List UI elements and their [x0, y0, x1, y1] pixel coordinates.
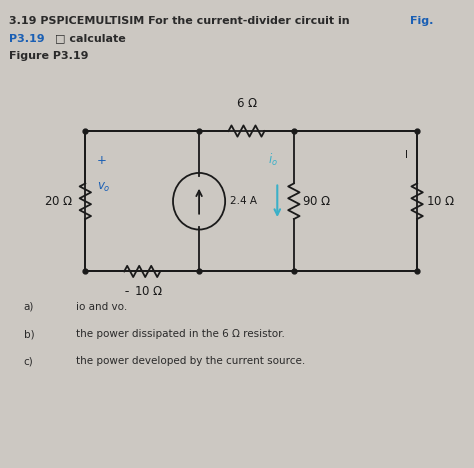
- Text: b): b): [24, 329, 34, 339]
- Text: 2.4 A: 2.4 A: [230, 196, 257, 206]
- Text: □ calculate: □ calculate: [55, 34, 125, 44]
- Text: the power developed by the current source.: the power developed by the current sourc…: [76, 356, 305, 366]
- Text: $i_o$: $i_o$: [268, 153, 277, 168]
- Text: $v_o$: $v_o$: [97, 181, 111, 194]
- Text: the power dissipated in the 6 Ω resistor.: the power dissipated in the 6 Ω resistor…: [76, 329, 285, 339]
- Text: 20 $\Omega$: 20 $\Omega$: [44, 195, 73, 208]
- Text: c): c): [24, 356, 34, 366]
- Text: 6 $\Omega$: 6 $\Omega$: [236, 97, 257, 110]
- Text: +: +: [97, 154, 107, 168]
- Text: 90 $\Omega$: 90 $\Omega$: [302, 195, 332, 208]
- Text: $\bar{}$: $\bar{}$: [125, 283, 130, 296]
- Text: 10 $\Omega$: 10 $\Omega$: [426, 195, 455, 208]
- Text: a): a): [24, 302, 34, 312]
- Text: 3.19 PSPICEMULTISIM For the current-divider circuit in: 3.19 PSPICEMULTISIM For the current-divi…: [9, 16, 354, 26]
- Text: Figure P3.19: Figure P3.19: [9, 51, 89, 61]
- Text: I: I: [405, 150, 408, 160]
- Text: P3.19: P3.19: [9, 34, 45, 44]
- Text: 10 $\Omega$: 10 $\Omega$: [134, 285, 163, 298]
- Text: Fig.: Fig.: [410, 16, 433, 26]
- Text: io and vo.: io and vo.: [76, 302, 127, 312]
